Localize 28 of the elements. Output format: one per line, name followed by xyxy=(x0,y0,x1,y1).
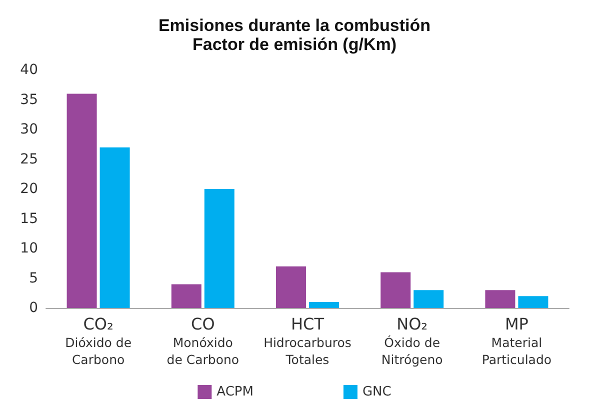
bar xyxy=(485,290,516,308)
y-tick-label: 20 xyxy=(20,181,38,197)
y-tick-label: 40 xyxy=(20,62,38,78)
chart-title: Emisiones durante la combustión xyxy=(158,16,431,35)
bar xyxy=(518,296,548,308)
x-tick-label: HCT Hidrocarburos Totales xyxy=(264,314,352,367)
bar xyxy=(309,302,339,308)
y-tick-label: 25 xyxy=(20,151,38,168)
x-tick-label: CO₂ Dióxido de Carbono xyxy=(65,314,132,367)
chart-subtitle: Factor de emisión (g/Km) xyxy=(192,35,397,54)
x-tick-label: NO₂ Óxido de Nitrógeno xyxy=(381,314,443,367)
bar xyxy=(100,147,130,308)
y-tick-label: 30 xyxy=(20,122,38,138)
y-tick-label: 10 xyxy=(20,240,38,256)
legend-label: GNC xyxy=(362,384,392,400)
legend-label: ACPM xyxy=(216,384,254,400)
bar xyxy=(276,266,306,308)
bar xyxy=(380,272,411,308)
bar xyxy=(414,290,444,308)
y-tick-label: 15 xyxy=(20,210,38,227)
y-tick-label: 5 xyxy=(29,270,38,286)
bar xyxy=(171,284,202,308)
y-tick-label: 35 xyxy=(20,92,38,108)
x-tick-label: MP Material Particulado xyxy=(482,314,552,367)
bar xyxy=(66,94,97,308)
x-tick-label: CO Monóxido de Carbono xyxy=(166,314,240,367)
y-tick-label: 0 xyxy=(29,300,38,316)
bar xyxy=(204,189,234,308)
